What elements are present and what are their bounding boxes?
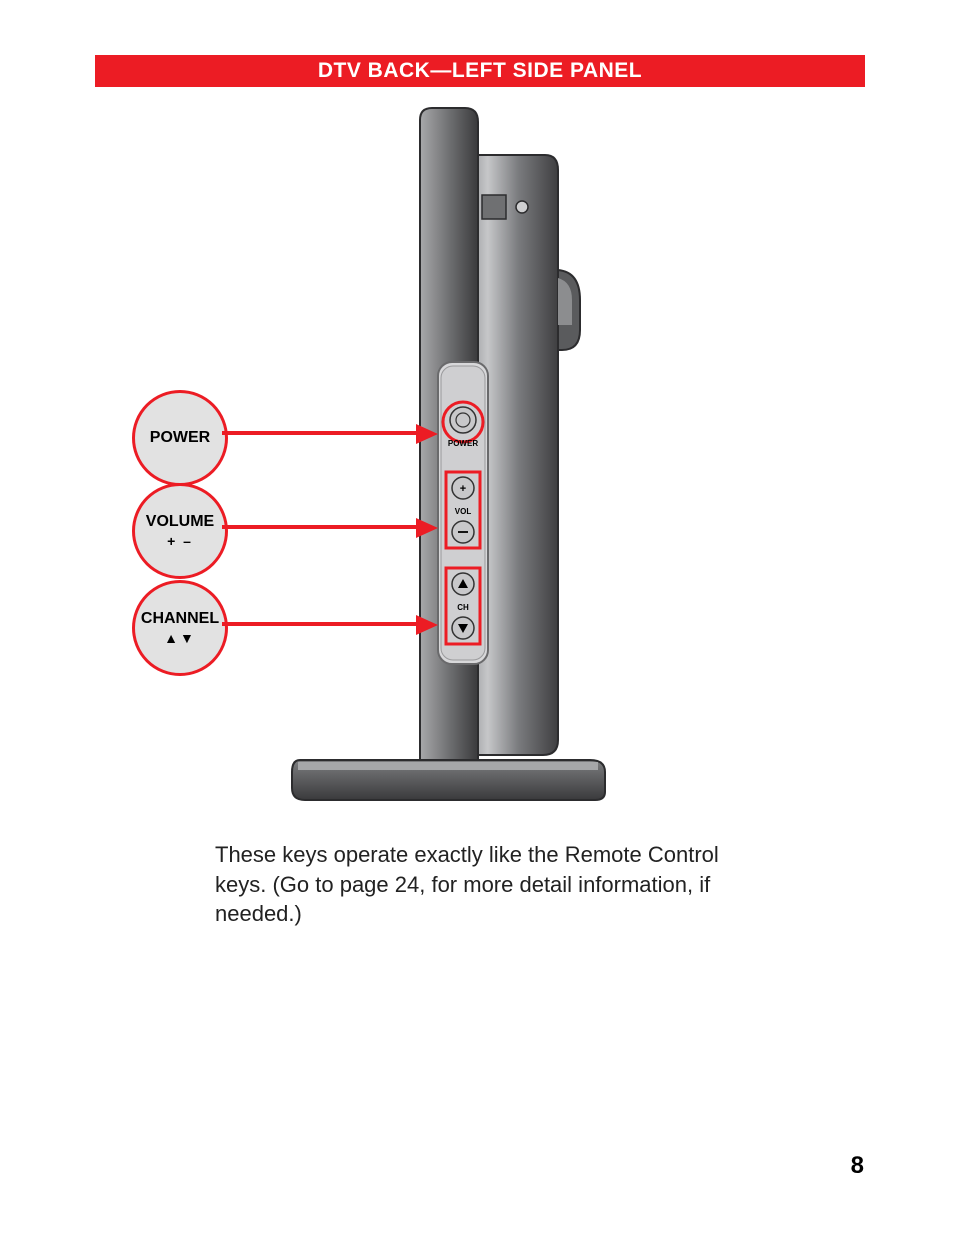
page-number: 8 bbox=[851, 1152, 864, 1180]
callout-channel-sub: ▲▼ bbox=[164, 630, 196, 646]
panel-ch-label: CH bbox=[457, 603, 469, 612]
manual-page: DTV BACK—LEFT SIDE PANEL bbox=[0, 0, 954, 1235]
callout-power-label: POWER bbox=[150, 429, 210, 447]
tv-side-diagram: POWER + VOL CH POWER V bbox=[120, 100, 680, 820]
section-title-bar: DTV BACK—LEFT SIDE PANEL bbox=[95, 55, 865, 87]
arrowhead-channel bbox=[416, 615, 438, 635]
callout-power: POWER bbox=[132, 390, 228, 486]
callout-channel: CHANNEL ▲▼ bbox=[132, 580, 228, 676]
svg-text:+: + bbox=[460, 483, 466, 495]
callout-channel-label: CHANNEL bbox=[141, 610, 219, 628]
callout-volume: VOLUME + – bbox=[132, 483, 228, 579]
arrowhead-volume bbox=[416, 518, 438, 538]
panel-power-label: POWER bbox=[448, 439, 478, 448]
callout-volume-sub: + – bbox=[167, 533, 193, 549]
arrowhead-power bbox=[416, 424, 438, 444]
arrow-channel bbox=[222, 622, 420, 626]
body-paragraph: These keys operate exactly like the Remo… bbox=[215, 840, 775, 929]
section-title: DTV BACK—LEFT SIDE PANEL bbox=[318, 59, 642, 83]
panel-vol-label: VOL bbox=[455, 507, 472, 516]
arrow-power bbox=[222, 431, 420, 435]
callout-volume-label: VOLUME bbox=[146, 513, 214, 531]
arrow-volume bbox=[222, 525, 420, 529]
